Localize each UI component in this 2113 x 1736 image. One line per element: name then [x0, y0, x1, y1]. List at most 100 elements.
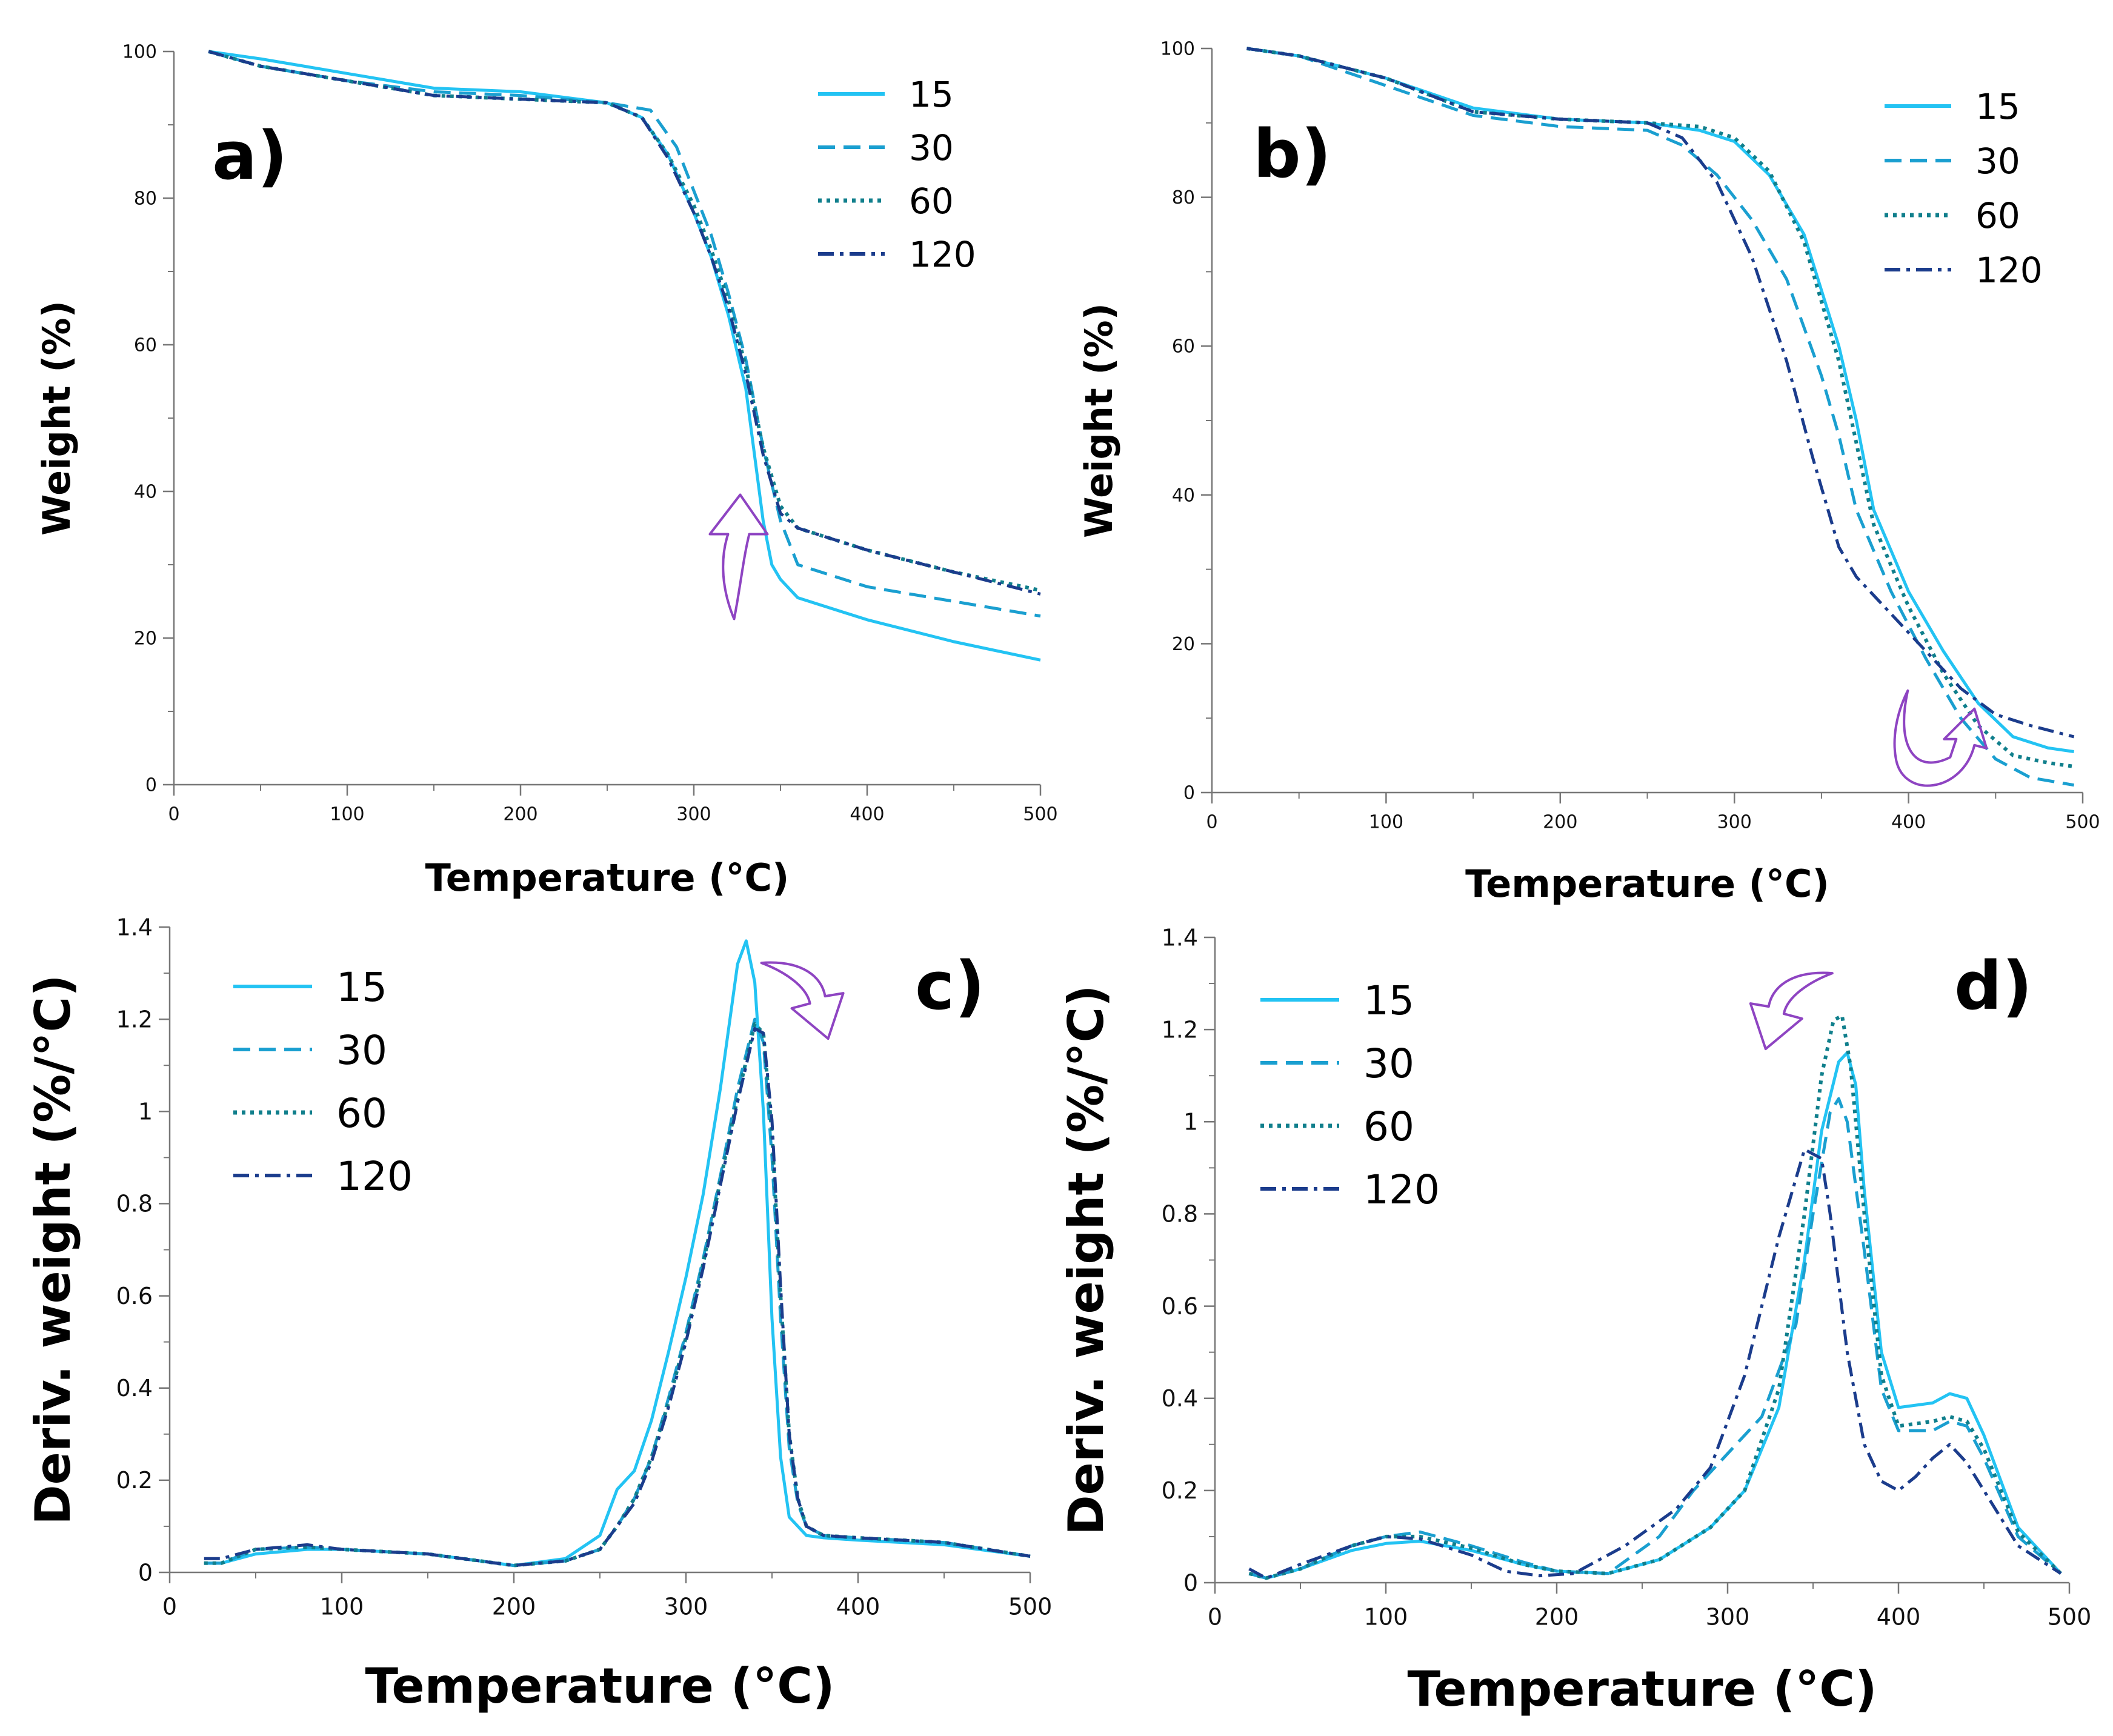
- annotation-arrow-shape: [708, 493, 769, 620]
- legend-label-120: 120: [1975, 250, 2043, 291]
- legend-label-15: 15: [1363, 977, 1414, 1024]
- series-line-60: [204, 1022, 1031, 1568]
- y-tick-label: 1.2: [116, 1006, 153, 1033]
- y-tick-label: 80: [134, 188, 157, 210]
- x-tick-label: 100: [1364, 1603, 1408, 1630]
- y-tick-label: 0.6: [1162, 1293, 1198, 1320]
- y-tick-label: 0: [1183, 1569, 1198, 1596]
- series-line-30: [204, 1017, 1031, 1568]
- series-line-120: [1248, 1148, 2062, 1580]
- panel-label: c): [915, 947, 985, 1025]
- annotation-arrow-icon: [1749, 971, 1834, 1051]
- legend-label-15: 15: [1975, 86, 2020, 127]
- annotation-arrow-shape: [1749, 971, 1834, 1051]
- series-line-15: [208, 50, 1041, 662]
- panel-label: b): [1253, 115, 1331, 193]
- x-tick-label: 400: [1877, 1603, 1921, 1630]
- y-tick-label: 100: [1160, 39, 1195, 60]
- legend-label-30: 30: [909, 127, 954, 168]
- legend-label-120: 120: [336, 1153, 413, 1200]
- series-line-120: [208, 50, 1041, 596]
- x-axis-title: Temperature (°C): [1407, 1661, 1877, 1717]
- y-tick-label: 0.8: [116, 1191, 153, 1217]
- panel-b: 0 100 200 300 400 500 0 20 40 60 80 100 Temperature …: [1077, 39, 2100, 906]
- y-tick-label: 1: [138, 1099, 153, 1125]
- annotation-arrow-shape: [1893, 689, 1988, 787]
- x-tick-label: 300: [1706, 1603, 1750, 1630]
- y-tick-label: 1: [1183, 1109, 1198, 1136]
- y-tick-label: 1.2: [1162, 1016, 1198, 1043]
- panel-d: 0 100 200 300 400 500 0 0.2 0.4 0.6 0.8 1 1.2 1.4 Temp…: [1058, 924, 2091, 1717]
- panel-a: 0 100 200 300 400 500 0 20 40 60 80 100 Temperature …: [35, 42, 1058, 900]
- series-line-30: [1248, 1097, 2062, 1580]
- y-tick-label: 0: [145, 775, 157, 796]
- y-tick-label: 0.4: [116, 1375, 153, 1402]
- y-tick-label: 0.2: [116, 1467, 153, 1494]
- panel-c: 0 100 200 300 400 500 0 0.2 0.4 0.6 0.8 1 1.2 1.4 Temp…: [25, 914, 1052, 1714]
- legend-label-60: 60: [909, 181, 954, 222]
- x-tick-label: 500: [2048, 1603, 2092, 1630]
- x-tick-label: 500: [1008, 1593, 1053, 1620]
- series-line-30: [1246, 47, 2075, 787]
- y-tick-label: 20: [1172, 634, 1195, 655]
- y-tick-label: 60: [134, 335, 157, 356]
- x-axis-title: Temperature (°C): [425, 856, 790, 900]
- series-line-120: [1246, 47, 2075, 739]
- legend-label-15: 15: [336, 964, 387, 1011]
- legend-label-15: 15: [909, 74, 954, 115]
- series-line-15: [1248, 1051, 2062, 1580]
- legend-label-30: 30: [1975, 141, 2020, 182]
- x-tick-label: 0: [1206, 812, 1217, 833]
- legend-label-120: 120: [1363, 1166, 1440, 1213]
- x-tick-label: 400: [850, 804, 884, 825]
- y-tick-label: 0: [1183, 783, 1195, 804]
- series-line-15: [204, 939, 1031, 1568]
- y-tick-label: 0.2: [1162, 1477, 1198, 1504]
- panel-label: a): [212, 117, 288, 195]
- x-tick-label: 400: [836, 1593, 880, 1620]
- x-tick-label: 100: [1369, 812, 1403, 833]
- y-axis-title: Weight (%): [1077, 303, 1121, 538]
- legend-label-60: 60: [336, 1090, 387, 1137]
- x-axis-title: Temperature (°C): [365, 1658, 834, 1714]
- annotation-arrow-shape: [760, 961, 845, 1040]
- legend-label-30: 30: [336, 1027, 387, 1074]
- annotation-arrow-icon: [760, 961, 845, 1040]
- x-tick-label: 500: [2065, 812, 2100, 833]
- x-tick-label: 400: [1891, 812, 1926, 833]
- x-tick-label: 0: [1208, 1603, 1222, 1630]
- y-tick-label: 0: [138, 1559, 153, 1586]
- x-tick-label: 100: [320, 1593, 364, 1620]
- y-tick-label: 20: [134, 628, 157, 650]
- legend-label-30: 30: [1363, 1040, 1414, 1087]
- x-tick-label: 300: [676, 804, 711, 825]
- legend-label-60: 60: [1975, 195, 2020, 236]
- series-line-60: [1248, 1014, 2062, 1580]
- x-tick-label: 200: [1535, 1603, 1579, 1630]
- x-tick-label: 500: [1023, 804, 1057, 825]
- legend-label-120: 120: [909, 234, 976, 275]
- y-axis-title: Weight (%): [35, 301, 79, 536]
- y-axis-title: Deriv. weight (%/°C): [1058, 985, 1114, 1535]
- y-tick-label: 40: [134, 482, 157, 503]
- y-tick-label: 0.6: [116, 1283, 153, 1309]
- y-tick-label: 60: [1172, 336, 1195, 358]
- y-tick-label: 100: [122, 42, 157, 63]
- x-tick-label: 200: [1543, 812, 1577, 833]
- x-tick-label: 200: [492, 1593, 536, 1620]
- y-axis-title: Deriv. weight (%/°C): [25, 974, 81, 1525]
- x-tick-label: 0: [162, 1593, 177, 1620]
- annotation-arrow-icon: [1893, 689, 1988, 787]
- series-line-30: [208, 50, 1041, 618]
- y-tick-label: 0.8: [1162, 1201, 1198, 1228]
- series-line-120: [204, 1026, 1031, 1568]
- y-tick-label: 1.4: [116, 914, 153, 940]
- legend-label-60: 60: [1363, 1103, 1414, 1150]
- x-axis-title: Temperature (°C): [1465, 862, 1829, 906]
- x-tick-label: 0: [168, 804, 179, 825]
- y-tick-label: 80: [1172, 187, 1195, 208]
- x-tick-label: 100: [330, 804, 364, 825]
- series-line-15: [1246, 47, 2074, 753]
- panel-label: d): [1954, 947, 2032, 1025]
